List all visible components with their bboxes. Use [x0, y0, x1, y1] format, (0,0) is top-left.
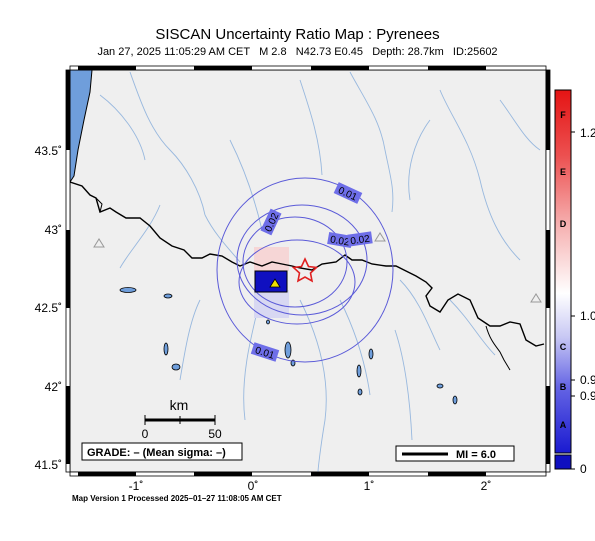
grade-box	[81, 442, 243, 461]
colorbar-value: 1.2	[580, 126, 595, 140]
lon-tick-label: 2˚	[481, 479, 492, 493]
colorbar-letter: F	[560, 110, 566, 120]
scale-tick: 0	[142, 427, 149, 441]
uncertainty-contours	[216, 177, 394, 363]
contour-label: 0.02	[329, 234, 351, 248]
colorbar-floor	[554, 454, 572, 470]
lon-tick-label: 1˚	[364, 479, 375, 493]
colorbar-letter: A	[560, 420, 567, 430]
map-area[interactable]	[69, 69, 547, 473]
map-title: SISCAN Uncertainty Ratio Map : Pyrenees	[155, 26, 440, 43]
lat-ticks: 43.5˚ 43˚ 42.5˚ 42˚ 41.5˚	[35, 144, 62, 472]
lat-tick-label: 42˚	[45, 380, 62, 394]
station-triangles	[93, 232, 542, 303]
lat-tick-label: 43.5˚	[35, 144, 62, 158]
sea-area	[70, 70, 93, 183]
grade-label: GRADE: – (Mean sigma: –)	[87, 447, 226, 459]
epicenter-star-icon[interactable]	[291, 257, 319, 283]
colorbar-letter: B	[560, 382, 567, 392]
lon-tick-label: -1˚	[129, 479, 144, 493]
lakes	[119, 287, 458, 405]
colorbar-letter: D	[560, 219, 567, 229]
mi-legend-label: MI = 6.0	[456, 449, 496, 461]
frame-ticks	[65, 65, 551, 477]
scale-unit: km	[170, 397, 189, 413]
map-subtitle: Jan 27, 2025 11:05:29 AM CET M 2.8 N42.7…	[97, 46, 498, 58]
lat-tick-label: 42.5˚	[35, 301, 62, 315]
uncertainty-shade-high	[254, 247, 289, 271]
contour-label: 0.02	[350, 234, 371, 248]
lon-tick-label: 0˚	[248, 479, 259, 493]
station-square[interactable]	[254, 270, 288, 293]
lat-tick-label: 41.5˚	[35, 458, 62, 472]
colorbar-value: 1.0	[580, 309, 595, 323]
colorbar-value: 0	[580, 462, 587, 476]
triangle-icon	[269, 278, 281, 288]
colorbar-values: 1.2 1.0 0.9 0.9 0	[580, 126, 595, 476]
colorbar-value: 0.9	[580, 389, 595, 403]
colorbar-letter: E	[560, 167, 566, 177]
processed-footer: Map Version 1 Processed 2025–01–27 11:08…	[72, 494, 282, 503]
scale-tick: 50	[208, 427, 222, 441]
colorbar-value: 0.9	[580, 373, 595, 387]
colorbar-letters: F E D C B A	[560, 110, 567, 430]
scale-bar: km 0 50	[142, 397, 222, 441]
colorbar-letter: C	[560, 342, 567, 352]
lat-tick-label: 43˚	[45, 223, 62, 237]
colorbar	[554, 89, 572, 454]
lon-ticks: -1˚ 0˚ 1˚ 2˚	[129, 479, 492, 493]
mi-legend-box	[395, 445, 515, 462]
